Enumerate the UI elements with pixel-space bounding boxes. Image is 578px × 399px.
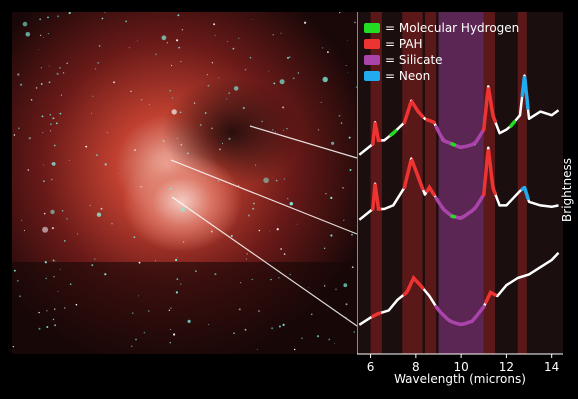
x-axis-label: Wavelength (microns) <box>394 372 526 386</box>
x-tick-label: 14 <box>544 360 559 374</box>
legend-swatch <box>364 23 380 33</box>
feature-pah <box>402 157 425 191</box>
legend-swatch <box>364 55 380 65</box>
feature-pah <box>371 122 382 146</box>
legend-entry: = PAH <box>364 36 519 52</box>
feature-pah <box>371 183 382 211</box>
feature-molecular-hydrogen <box>509 120 517 128</box>
legend-label: = Molecular Hydrogen <box>385 21 520 35</box>
feature-pah <box>425 117 436 125</box>
feature-pah <box>402 99 425 125</box>
feature-pah <box>402 274 425 296</box>
band-pah <box>370 12 382 354</box>
feature-silicate <box>434 192 486 220</box>
feature-pah <box>482 149 497 197</box>
pointer-line <box>171 196 358 327</box>
band-pah <box>483 12 496 354</box>
legend-label: = PAH <box>385 37 423 51</box>
feature-silicate <box>434 305 486 327</box>
feature-pah <box>425 184 436 197</box>
legend-entry: = Molecular Hydrogen <box>364 20 519 36</box>
x-tick-label: 10 <box>453 360 468 374</box>
pointer-line <box>249 125 358 159</box>
pointer-line <box>170 159 358 235</box>
x-tick-label: 6 <box>367 360 375 374</box>
legend-swatch <box>364 71 380 81</box>
legend-label: = Silicate <box>385 53 443 67</box>
legend-entry: = Silicate <box>364 52 519 68</box>
feature-molecular-hydrogen <box>389 129 398 137</box>
legend: = Molecular Hydrogen = PAH = Silicate = Neo… <box>364 20 519 84</box>
feature-pah <box>482 87 497 132</box>
feature-pah <box>371 311 382 319</box>
x-tick-label: 12 <box>499 360 514 374</box>
band-silicate <box>438 12 484 354</box>
x-tick-label: 8 <box>412 360 420 374</box>
legend-swatch <box>364 39 380 49</box>
feature-pah <box>484 289 497 304</box>
feature-molecular-hydrogen <box>450 214 457 219</box>
legend-entry: = Neon <box>364 68 519 84</box>
band-pah <box>424 12 437 354</box>
feature-neon <box>520 76 530 110</box>
nebula-image <box>12 12 357 354</box>
feature-silicate <box>434 125 486 149</box>
band-pah <box>517 12 527 354</box>
feature-neon <box>520 185 530 200</box>
legend-label: = Neon <box>385 69 431 83</box>
spectrum-chart <box>357 12 563 354</box>
feature-molecular-hydrogen <box>450 142 457 147</box>
y-axis-label: Brightness <box>560 158 574 222</box>
band-pah <box>402 12 423 354</box>
